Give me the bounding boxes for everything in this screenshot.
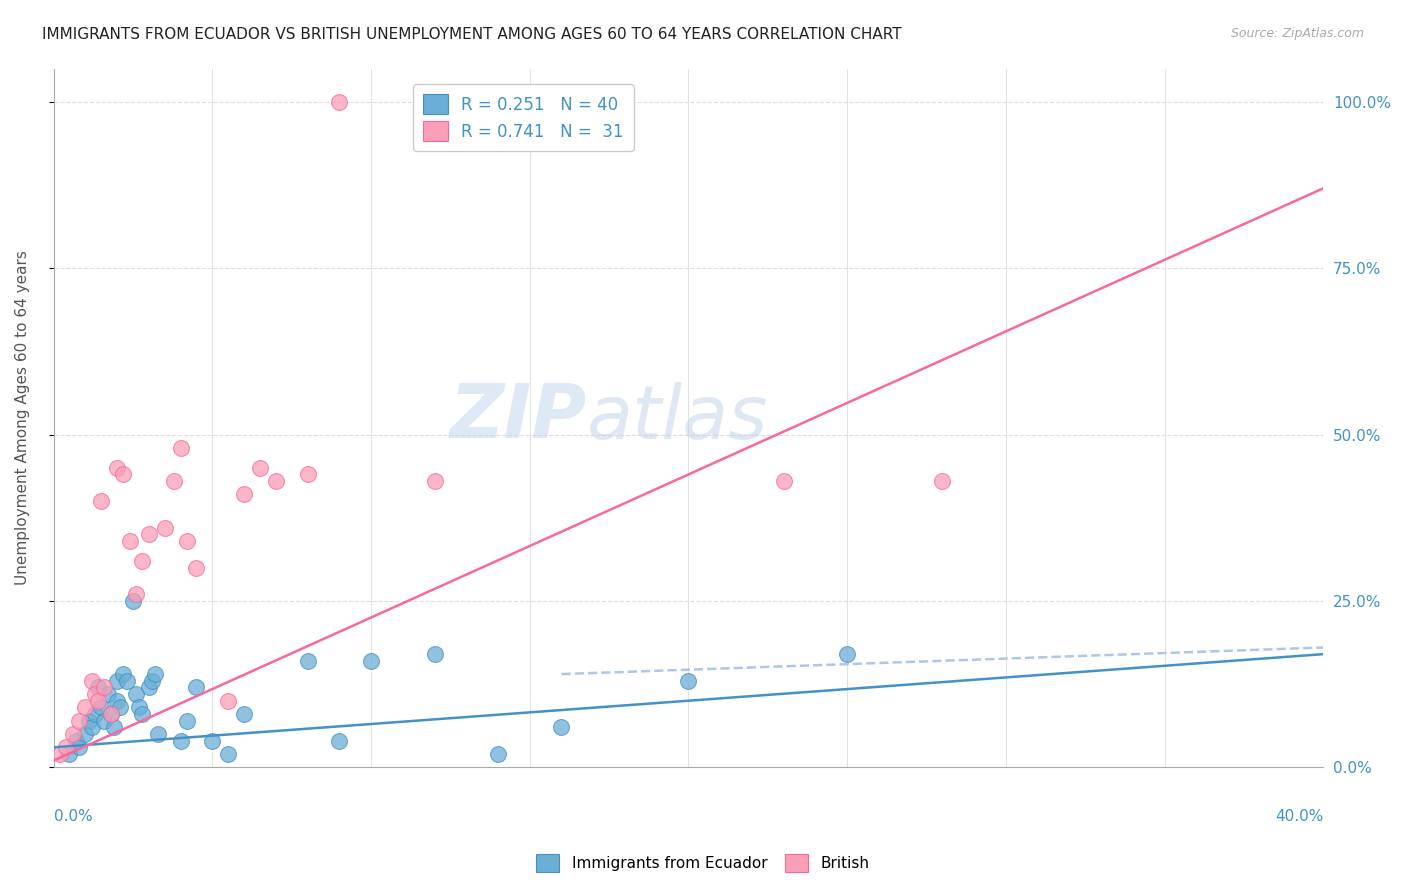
Point xyxy=(115,673,138,688)
Point xyxy=(678,673,700,688)
Point xyxy=(112,667,135,681)
Point xyxy=(62,727,84,741)
Point xyxy=(93,681,115,695)
Point xyxy=(125,687,148,701)
Point xyxy=(217,694,239,708)
Point xyxy=(169,733,191,747)
Point xyxy=(186,681,208,695)
Point xyxy=(87,681,110,695)
Point xyxy=(122,594,145,608)
Point xyxy=(217,747,239,761)
Point xyxy=(58,747,80,761)
Point xyxy=(112,467,135,482)
Point xyxy=(75,700,97,714)
Point xyxy=(49,747,72,761)
Text: atlas: atlas xyxy=(586,382,768,454)
Point xyxy=(105,460,128,475)
Point xyxy=(141,673,163,688)
Point xyxy=(201,733,224,747)
Point xyxy=(837,647,859,661)
Point xyxy=(75,727,97,741)
Point xyxy=(83,706,105,721)
Point xyxy=(90,700,112,714)
Point xyxy=(163,474,186,488)
Point xyxy=(67,714,90,728)
Point xyxy=(143,667,166,681)
Point xyxy=(423,474,446,488)
Point xyxy=(249,460,271,475)
Point xyxy=(486,747,509,761)
Point xyxy=(138,527,160,541)
Point xyxy=(93,714,115,728)
Point xyxy=(87,694,110,708)
Point xyxy=(931,474,953,488)
Point xyxy=(80,720,103,734)
Point xyxy=(176,714,198,728)
Y-axis label: Unemployment Among Ages 60 to 64 years: Unemployment Among Ages 60 to 64 years xyxy=(15,251,30,585)
Legend: Immigrants from Ecuador, British: Immigrants from Ecuador, British xyxy=(529,846,877,880)
Point xyxy=(550,720,572,734)
Point xyxy=(264,474,287,488)
Point xyxy=(131,554,153,568)
Point xyxy=(97,687,120,701)
Point xyxy=(110,700,132,714)
Point xyxy=(105,673,128,688)
Point xyxy=(233,706,256,721)
Point xyxy=(186,560,208,574)
Text: IMMIGRANTS FROM ECUADOR VS BRITISH UNEMPLOYMENT AMONG AGES 60 TO 64 YEARS CORREL: IMMIGRANTS FROM ECUADOR VS BRITISH UNEMP… xyxy=(42,27,901,42)
Point xyxy=(128,700,150,714)
Point xyxy=(100,706,122,721)
Point xyxy=(153,521,176,535)
Point xyxy=(328,733,350,747)
Point xyxy=(176,534,198,549)
Point xyxy=(297,467,319,482)
Text: 0.0%: 0.0% xyxy=(53,809,93,824)
Point xyxy=(423,647,446,661)
Point xyxy=(233,487,256,501)
Point xyxy=(138,681,160,695)
Point xyxy=(297,654,319,668)
Legend: R = 0.251   N = 40, R = 0.741   N =  31: R = 0.251 N = 40, R = 0.741 N = 31 xyxy=(413,84,634,151)
Text: 40.0%: 40.0% xyxy=(1275,809,1323,824)
Point xyxy=(77,714,100,728)
Point xyxy=(100,706,122,721)
Point xyxy=(65,733,87,747)
Point xyxy=(360,654,382,668)
Point xyxy=(131,706,153,721)
Point xyxy=(80,673,103,688)
Point xyxy=(83,687,105,701)
Point xyxy=(55,740,77,755)
Point xyxy=(118,534,141,549)
Point xyxy=(125,587,148,601)
Point xyxy=(328,95,350,109)
Point xyxy=(67,740,90,755)
Text: ZIP: ZIP xyxy=(450,382,586,454)
Point xyxy=(90,494,112,508)
Point xyxy=(772,474,794,488)
Point xyxy=(148,727,170,741)
Point xyxy=(103,720,125,734)
Point xyxy=(105,694,128,708)
Point xyxy=(169,441,191,455)
Text: Source: ZipAtlas.com: Source: ZipAtlas.com xyxy=(1230,27,1364,40)
